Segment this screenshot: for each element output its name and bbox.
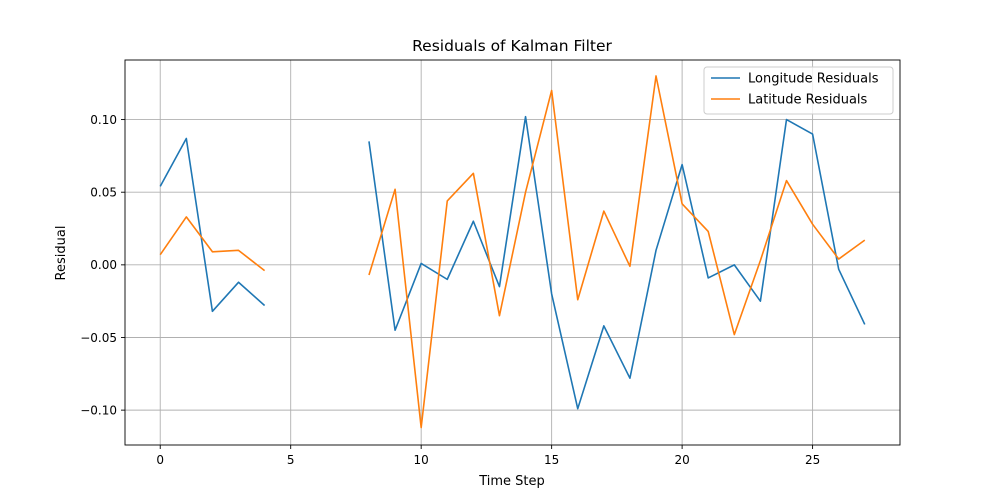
x-tick-label: 15 bbox=[544, 453, 559, 467]
legend-label-longitude: Longitude Residuals bbox=[748, 72, 879, 87]
y-axis-ticks: −0.10 −0.05 0.00 0.05 0.10 bbox=[80, 113, 125, 417]
grid-lines bbox=[125, 60, 900, 445]
y-tick-label: −0.05 bbox=[80, 331, 117, 345]
legend: Longitude Residuals Latitude Residuals bbox=[703, 66, 894, 115]
y-tick-label: −0.10 bbox=[80, 403, 117, 417]
x-tick-label: 5 bbox=[287, 453, 295, 467]
x-axis-label: Time Step bbox=[478, 474, 545, 489]
legend-box bbox=[703, 66, 894, 115]
x-tick-label: 10 bbox=[414, 453, 429, 467]
x-tick-label: 20 bbox=[674, 453, 689, 467]
x-tick-label: 25 bbox=[805, 453, 820, 467]
x-tick-label: 0 bbox=[156, 453, 164, 467]
y-tick-label: 0.10 bbox=[90, 113, 117, 127]
series-lines bbox=[159, 75, 866, 429]
y-tick-label: 0.05 bbox=[90, 186, 117, 200]
series-line-latitude bbox=[159, 75, 866, 429]
legend-label-latitude: Latitude Residuals bbox=[748, 93, 868, 108]
series-line-longitude bbox=[159, 115, 866, 410]
x-axis-ticks: 0 5 10 15 20 25 bbox=[156, 445, 820, 467]
chart-title: Residuals of Kalman Filter bbox=[412, 37, 612, 55]
plot-frame bbox=[124, 59, 901, 446]
y-axis-label: Residual bbox=[54, 226, 69, 281]
y-tick-label: 0.00 bbox=[90, 258, 117, 272]
